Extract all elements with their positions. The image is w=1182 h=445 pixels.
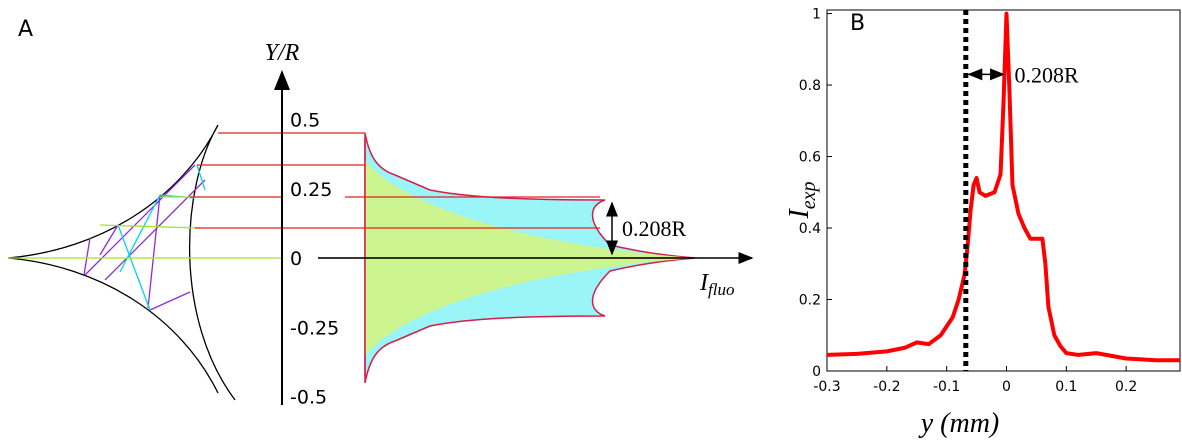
y-tick-label: -0.25 <box>290 317 339 339</box>
panel-a: A 0.208R Y/R Ifluo 0.5 0.25 0 -0.25 -0.5 <box>7 17 754 409</box>
annotation: 0.208R <box>1014 62 1078 87</box>
y-tick-label: 1 <box>812 7 821 23</box>
x-label-main: I <box>699 270 709 296</box>
y-ticks: 0.5 0.25 0 -0.25 -0.5 <box>290 110 339 409</box>
y-tick-label: 0.6 <box>799 150 821 166</box>
x-label-sub: fluo <box>708 280 734 299</box>
y-tick-label: -0.5 <box>290 387 327 409</box>
x-tick-label: 0 <box>1002 379 1011 395</box>
x-tick-label: -0.2 <box>873 379 900 395</box>
y-tick-label: 0.2 <box>799 293 821 309</box>
y-label-main: I <box>784 208 815 220</box>
y-label-sub: exp <box>798 181 820 209</box>
x-tick-label: 0.1 <box>1055 379 1077 395</box>
y-label: Y/R <box>265 40 300 66</box>
x-tick-label: -0.1 <box>933 379 960 395</box>
x-tick-label: 0.2 <box>1115 379 1137 395</box>
y-tick-label: 0.4 <box>799 221 821 237</box>
x-label: Ifluo <box>699 270 734 299</box>
x-label: y (mm) <box>918 408 1000 439</box>
annotation: 0.208R <box>622 216 687 241</box>
y-tick-label: 0.8 <box>799 78 821 94</box>
data-line <box>826 11 1180 363</box>
y-tick-label: 0 <box>290 248 302 270</box>
panel-label: B <box>850 11 865 36</box>
y-tick-label: 0.5 <box>290 110 320 132</box>
plot-frame <box>826 9 1181 372</box>
y-tick-label: 0 <box>812 364 821 380</box>
rays <box>8 164 282 311</box>
panel-b: B y (mm) Iexp -0.3 -0.2 -0.1 0 0.1 0.2 0 0.2 0.4… <box>784 7 1181 439</box>
y-tick-label: 0.25 <box>290 179 332 201</box>
y-label: Iexp <box>784 181 820 219</box>
caustic <box>7 124 236 401</box>
x-tick-label: -0.3 <box>813 379 840 395</box>
panel-label: A <box>18 17 33 42</box>
